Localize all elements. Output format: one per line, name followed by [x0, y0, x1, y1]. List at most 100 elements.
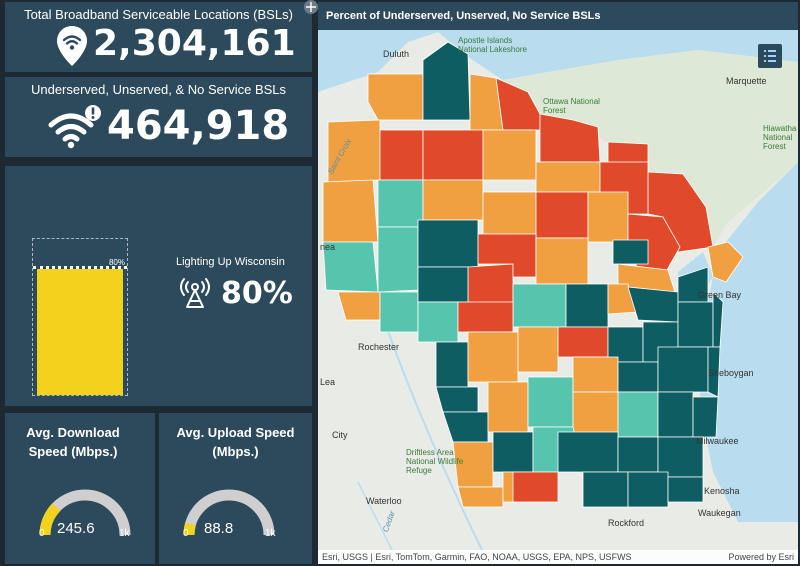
- county-barron: [377, 179, 424, 228]
- map-label-driftless: Driftless Area National Wildlife Refuge: [406, 448, 464, 475]
- county-marathon: [477, 233, 537, 278]
- county-kenosha: [667, 476, 704, 503]
- county-shawano: [535, 237, 589, 285]
- county-dunn: [377, 226, 419, 293]
- map-label-waukegan: Waukegan: [698, 508, 741, 518]
- county-fonddulac: [657, 346, 709, 393]
- county-grant: [492, 431, 534, 473]
- county-eauclaire: [417, 266, 469, 303]
- county-sawyer: [422, 129, 484, 181]
- total-bsl-value: 2,304,161: [93, 23, 296, 64]
- county-menominee: [612, 239, 649, 265]
- download-min: 0: [39, 528, 45, 539]
- map-attribution-bar: Esri, USGS | Esri, TomTom, Garmin, FAO, …: [318, 550, 798, 564]
- upload-card: Avg. Upload Speed (Mbps.) 0 1k 88.8: [159, 413, 312, 564]
- county-burnett: [327, 119, 381, 183]
- county-pierce: [337, 291, 381, 321]
- progress-target-line: [33, 265, 127, 269]
- county-washington: [692, 396, 719, 438]
- county-portage: [565, 283, 609, 328]
- map-label-ottawa: Ottawa National Forest: [543, 97, 600, 115]
- county-lincoln: [535, 191, 589, 239]
- powered-by-esri[interactable]: Powered by Esri: [728, 552, 794, 562]
- location-wifi-icon: [57, 26, 87, 66]
- download-title: Avg. Download Speed (Mbps.): [26, 425, 120, 459]
- county-washburn: [379, 129, 424, 181]
- county-vilas: [539, 113, 601, 163]
- map-label-city: City: [332, 430, 348, 440]
- progress-bar-label: 80%: [108, 257, 125, 267]
- signal-tower-icon: [180, 278, 210, 308]
- total-bsl-card: Total Broadband Serviceable Locations (B…: [5, 2, 312, 72]
- map-label-rockford: Rockford: [608, 518, 645, 528]
- county-taylor: [482, 191, 537, 235]
- map-label-duluth: Duluth: [383, 49, 410, 59]
- county-pepin: [379, 291, 419, 333]
- county-oneida: [535, 161, 601, 193]
- county-columbia: [617, 391, 659, 438]
- county-marquette: [572, 356, 619, 393]
- county-greenlake: [617, 361, 659, 393]
- county-douglas: [367, 73, 424, 121]
- county-walworth: [582, 471, 629, 508]
- map-label-green-bay: Green Bay: [698, 290, 742, 300]
- map-label-sheboygan: Sheboygan: [708, 368, 754, 378]
- map-view[interactable]: Duluth Apostle Islands National Lakeshor…: [318, 2, 798, 564]
- county-waukesha: [617, 436, 659, 473]
- county-bayfield: [422, 41, 471, 121]
- county-chippewa: [417, 219, 479, 268]
- underserved-card: Underserved, Unserved, & No Service BSLs…: [5, 77, 312, 157]
- lighting-value: 80%: [221, 276, 293, 311]
- county-rock: [512, 471, 559, 503]
- progress-bar-fill: [37, 268, 123, 395]
- county-polk: [322, 179, 379, 243]
- upload-value: 88.8: [204, 520, 234, 537]
- map-title-bar: Percent of Underserved, Unserved, No Ser…: [318, 2, 798, 30]
- map-label-kenosha: Kenosha: [704, 486, 740, 496]
- expand-handle[interactable]: [304, 0, 318, 14]
- map-label-lea: Lea: [320, 377, 336, 387]
- county-sauk: [527, 376, 574, 428]
- legend-list-icon: [764, 50, 776, 62]
- county-vernon: [442, 411, 489, 443]
- map-label-nea: nea: [320, 242, 336, 252]
- county-dodge: [657, 391, 694, 438]
- county-price: [482, 129, 537, 181]
- download-card: Avg. Download Speed (Mbps.) 0 1k 245.6: [5, 413, 155, 564]
- map-label-apostle: Apostle Islands National Lakeshore: [458, 36, 527, 54]
- county-lacrosse: [435, 386, 479, 413]
- download-gauge: [39, 489, 131, 536]
- county-iron: [495, 77, 541, 131]
- map-label-rochester: Rochester: [358, 342, 400, 352]
- map-attribution[interactable]: Esri, USGS | Esri, TomTom, Garmin, FAO, …: [322, 552, 632, 562]
- wisconsin-choropleth: [322, 41, 744, 508]
- move-icon: [306, 2, 316, 12]
- download-gauge-fill: [39, 503, 61, 536]
- lighting-card: 80% Lighting Up Wisconsin 80%: [5, 166, 312, 406]
- legend-button[interactable]: [758, 44, 782, 68]
- total-bsl-title: Total Broadband Serviceable Locations (B…: [24, 7, 293, 22]
- county-langlade: [587, 191, 629, 243]
- underserved-value: 464,918: [107, 103, 290, 149]
- county-monroe: [467, 331, 519, 383]
- county-juneau: [517, 326, 559, 373]
- download-max: 1k: [119, 528, 130, 539]
- map-label-marquette: Marquette: [726, 76, 767, 86]
- wifi-alert-icon: [48, 105, 101, 149]
- county-marinette: [647, 171, 714, 253]
- upload-max: 1k: [265, 528, 276, 539]
- county-buffalo: [417, 301, 459, 343]
- progress-bar-track: 80%: [32, 238, 128, 396]
- map-label-milwaukee: Milwaukee: [696, 436, 739, 446]
- lighting-title: Lighting Up Wisconsin: [176, 256, 285, 268]
- upload-min: 0: [183, 528, 189, 539]
- county-rusk: [422, 179, 484, 221]
- download-value: 245.6: [57, 520, 95, 537]
- upload-gauge-fill: [183, 522, 196, 536]
- map-label-waterloo: Waterloo: [366, 496, 402, 506]
- county-jackson: [457, 301, 514, 333]
- county-racine: [627, 471, 669, 508]
- county-trempealeau: [435, 341, 469, 388]
- map-title: Percent of Underserved, Unserved, No Ser…: [326, 10, 601, 22]
- upload-title: Avg. Upload Speed (Mbps.): [176, 425, 295, 459]
